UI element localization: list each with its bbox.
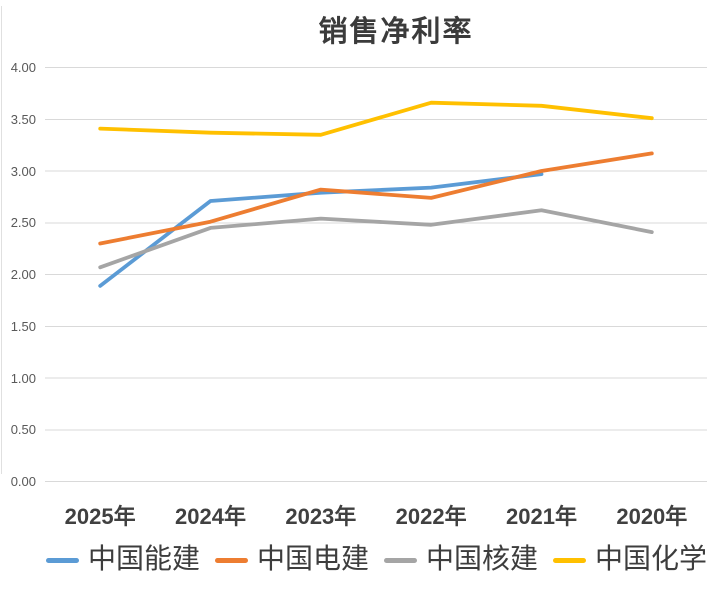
y-axis-tick-label: 4.00 — [10, 60, 36, 75]
y-axis-tick-label: 1.00 — [10, 370, 36, 386]
y-axis-tick-label: 2.00 — [10, 267, 36, 282]
legend-line-swatch — [553, 557, 587, 563]
y-axis-tick-label: 0.00 — [10, 474, 36, 489]
x-axis-category-label: 2022年 — [395, 504, 467, 529]
legend-label: 中国能建 — [87, 544, 200, 575]
x-axis-category-label: 2025年 — [64, 504, 136, 529]
y-axis-tick-label: 1.50 — [10, 318, 36, 334]
legend-line-swatch — [384, 557, 417, 563]
legend-item: 中国化学 — [553, 546, 707, 574]
x-axis-category-label: 2021年 — [506, 504, 577, 529]
x-axis-category-label: 2020年 — [616, 504, 688, 529]
x-axis-category-label: 2024年 — [175, 504, 246, 529]
legend-label: 中国核建 — [426, 544, 539, 575]
y-axis-tick-label: 3.50 — [10, 111, 36, 127]
y-axis-tick-label: 0.50 — [10, 422, 36, 438]
chart-title: 销售净利率 — [318, 16, 474, 48]
window-edge-line — [1, 6, 2, 474]
legend-label: 中国化学 — [595, 544, 708, 575]
legend-line-swatch — [214, 557, 248, 563]
chart-legend: 中国能建 中国电建 中国核建 中国化学 — [0, 540, 719, 580]
y-axis-tick-label: 3.00 — [10, 163, 36, 179]
series-line-2 — [98, 208, 654, 270]
legend-line-swatch — [45, 557, 79, 563]
legend-label: 中国电建 — [256, 544, 369, 575]
legend-item: 中国核建 — [384, 546, 538, 574]
legend-item: 中国能建 — [45, 544, 200, 575]
x-axis-category-label: 2023年 — [285, 504, 357, 529]
series-line-1 — [98, 151, 654, 246]
series-line-3 — [98, 100, 654, 137]
legend-item: 中国电建 — [214, 544, 369, 575]
y-axis-tick-label: 2.50 — [10, 215, 36, 231]
